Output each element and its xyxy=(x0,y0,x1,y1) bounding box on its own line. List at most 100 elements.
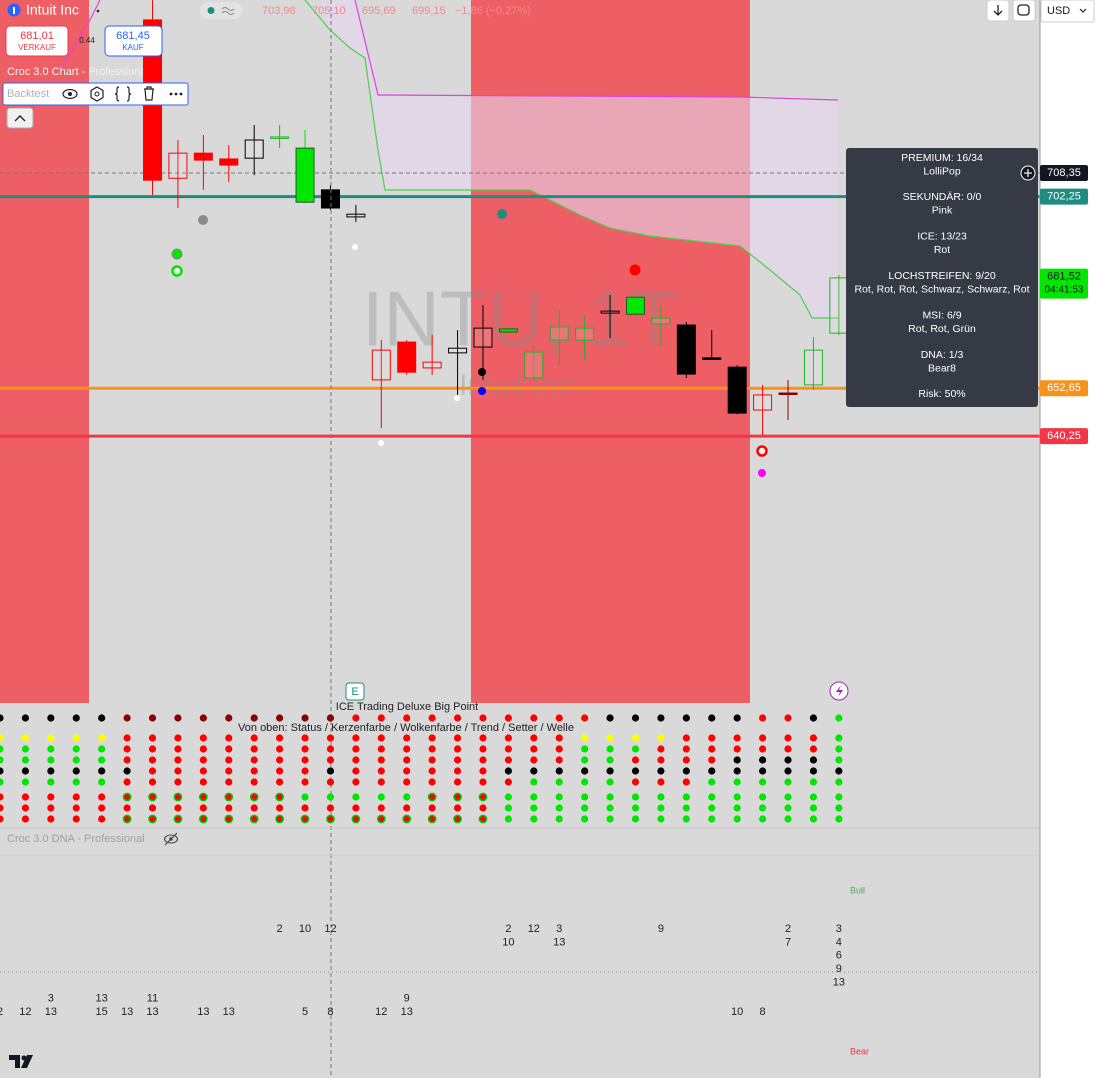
fullscreen-button[interactable] xyxy=(1012,0,1036,22)
price-axis xyxy=(1040,0,1096,1078)
ice-dot xyxy=(174,714,182,722)
ice-dot xyxy=(250,756,258,764)
ice-dot xyxy=(225,756,233,764)
ice-dot xyxy=(21,804,30,812)
ice-dot xyxy=(301,767,309,775)
signal-dot xyxy=(756,445,768,457)
ice-dot xyxy=(301,745,309,753)
price-label: 708,35 xyxy=(1047,167,1081,179)
source-button[interactable] xyxy=(114,86,132,102)
ice-dot xyxy=(376,814,386,824)
ice-dot xyxy=(249,792,259,802)
buy-price: 681,45 xyxy=(116,30,150,42)
ice-dot xyxy=(21,756,30,764)
ice-dot xyxy=(555,734,563,742)
settings-button[interactable] xyxy=(90,86,104,102)
scroll-icon xyxy=(993,5,1003,16)
ice-dot xyxy=(809,778,818,786)
more-button[interactable] xyxy=(169,92,183,96)
dna-count: 13 xyxy=(223,1006,235,1018)
signal-dot xyxy=(478,368,486,376)
ice-dot xyxy=(733,778,741,786)
ice-dot xyxy=(606,778,614,786)
ice-dot xyxy=(835,756,843,764)
dna-count: 6 xyxy=(836,950,842,962)
ice-dot xyxy=(479,767,487,775)
ice-dot xyxy=(581,756,589,764)
collapse-icon xyxy=(14,115,26,122)
signal-dot xyxy=(198,215,208,225)
ice-dot xyxy=(759,714,767,722)
ice-dot xyxy=(708,756,716,764)
ice-dot xyxy=(631,778,640,786)
ice-dot xyxy=(708,778,716,786)
dna-count: 2 xyxy=(0,1006,3,1018)
ice-dot xyxy=(174,745,182,753)
ice-dot xyxy=(809,734,818,742)
bear-label: Bear xyxy=(850,1046,869,1056)
ice-dot xyxy=(835,714,843,722)
ice-dot xyxy=(326,814,335,824)
earnings-icon: E xyxy=(351,686,358,698)
currency-button[interactable] xyxy=(1040,0,1095,23)
ice-dot xyxy=(377,793,385,801)
ice-dot xyxy=(657,815,665,823)
ice-dot xyxy=(148,734,157,742)
ice-dot xyxy=(98,756,106,764)
ice-dot xyxy=(453,804,462,812)
ice-dot xyxy=(326,778,335,786)
ohlc-close: 699,15 xyxy=(412,5,446,17)
ice-dot xyxy=(72,778,80,786)
ice-dot xyxy=(123,745,131,753)
collapse-button[interactable] xyxy=(6,107,34,129)
tooltip-heading: PREMIUM: 16/34 xyxy=(901,152,983,164)
ice-dot xyxy=(403,756,411,764)
visibility-toggle[interactable] xyxy=(163,832,179,846)
ice-dot xyxy=(581,714,589,722)
status-dot xyxy=(207,7,215,14)
ice-dot xyxy=(835,778,843,786)
ice-dot xyxy=(275,814,284,824)
eye-button[interactable] xyxy=(62,88,78,100)
ice-dot xyxy=(326,745,335,753)
earnings-icon-frame[interactable] xyxy=(345,682,365,701)
ice-dot xyxy=(326,767,335,775)
ice-dot xyxy=(276,778,284,786)
ice-dot xyxy=(428,767,436,775)
sell-button[interactable] xyxy=(5,25,69,57)
ice-dot xyxy=(276,745,284,753)
ice-dot xyxy=(173,814,183,824)
ice-dot xyxy=(784,815,792,823)
ice-dot xyxy=(682,745,690,753)
ice-dot xyxy=(403,804,411,812)
ice-dots xyxy=(0,714,843,824)
ice-dot xyxy=(631,734,640,742)
tooltip-detail: Rot, Rot, Rot, Schwarz, Schwarz, Rot xyxy=(854,283,1029,295)
price-label: 681,52 xyxy=(1047,271,1081,283)
ice-dot xyxy=(479,756,487,764)
ice-dot xyxy=(581,745,589,753)
ice-dot xyxy=(453,745,462,753)
ice-dot xyxy=(530,714,538,722)
delete-button[interactable] xyxy=(144,86,154,101)
sell-label: VERKAUF xyxy=(18,43,56,52)
ice-dot xyxy=(581,734,589,742)
ice-dot xyxy=(809,793,818,801)
ice-dot xyxy=(72,804,80,812)
sell-price: 681,01 xyxy=(20,30,54,42)
candle-body xyxy=(549,326,569,341)
tooltip-heading: SEKUNDÄR: 0/0 xyxy=(903,191,982,203)
candle-body xyxy=(676,324,696,375)
ice-dot xyxy=(530,756,538,764)
ice-dot xyxy=(530,745,538,753)
ice-dot xyxy=(148,767,157,775)
ice-dot xyxy=(708,734,716,742)
ice-dot xyxy=(301,778,309,786)
ice-dot xyxy=(250,804,258,812)
status-pill[interactable] xyxy=(200,2,242,19)
ice-dot xyxy=(581,815,589,823)
tooltip-detail: Rot xyxy=(934,244,950,256)
buy-button[interactable] xyxy=(104,25,163,57)
dna-count: 12 xyxy=(19,1006,31,1018)
ice-dot xyxy=(123,778,131,786)
